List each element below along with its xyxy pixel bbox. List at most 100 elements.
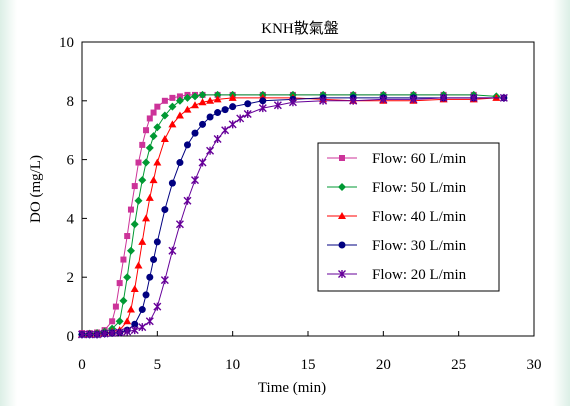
data-point (160, 276, 169, 285)
data-point (183, 196, 192, 205)
legend-label: Flow: 50 L/min (372, 180, 467, 196)
data-point (191, 129, 199, 137)
data-point (236, 114, 245, 123)
x-tick-label: 5 (154, 357, 162, 373)
data-point (142, 291, 150, 299)
data-point (198, 158, 207, 167)
data-point (100, 329, 109, 338)
data-point (150, 109, 157, 116)
data-point (149, 132, 158, 141)
data-point (409, 95, 418, 104)
data-point (115, 328, 124, 337)
series-layer (78, 90, 508, 339)
data-point (145, 317, 154, 326)
data-point (191, 92, 199, 101)
y-tick-label: 4 (67, 211, 75, 227)
data-point (112, 303, 119, 310)
data-point (243, 110, 252, 119)
x-axis-label: Time (min) (258, 380, 326, 396)
data-point (131, 183, 138, 190)
x-tick-label: 30 (527, 357, 542, 373)
data-point (126, 305, 135, 313)
legend-marker (338, 183, 346, 191)
data-point (259, 97, 267, 105)
data-point (134, 196, 143, 205)
data-point (153, 123, 162, 132)
data-point (109, 318, 116, 325)
x-tick-label: 25 (451, 357, 466, 373)
y-tick-label: 10 (59, 35, 74, 51)
data-point (198, 98, 207, 106)
legend-marker (338, 212, 346, 219)
data-point (198, 90, 207, 99)
data-point (228, 93, 237, 101)
data-point (142, 158, 151, 167)
data-point (469, 93, 478, 102)
legend-marker (338, 241, 346, 249)
legend-marker (339, 155, 345, 161)
data-point (120, 256, 127, 263)
data-point (183, 141, 191, 149)
data-point (169, 94, 176, 101)
legend-label: Flow: 20 L/min (372, 267, 467, 283)
data-point (439, 93, 448, 102)
data-point (206, 146, 215, 155)
data-point (214, 109, 222, 117)
data-point (168, 179, 176, 187)
data-point (130, 326, 139, 335)
data-point (168, 102, 177, 111)
data-point (168, 246, 177, 255)
data-point (221, 106, 229, 114)
data-point (150, 256, 158, 264)
data-point (149, 176, 158, 184)
data-point (145, 143, 154, 152)
data-point (183, 93, 192, 102)
data-point (213, 95, 222, 103)
data-point (161, 97, 168, 104)
data-point (145, 193, 154, 201)
data-point (119, 296, 128, 305)
data-point (199, 120, 207, 128)
data-point (213, 90, 222, 99)
data-point (139, 141, 146, 148)
y-tick-label: 0 (67, 329, 75, 345)
data-point (258, 104, 267, 113)
data-point (154, 103, 161, 110)
data-point (221, 126, 230, 135)
data-point (206, 113, 214, 121)
data-point (168, 120, 177, 128)
data-point (135, 159, 142, 166)
y-tick-label: 6 (67, 153, 75, 169)
legend-label: Flow: 60 L/min (372, 151, 467, 167)
data-point (138, 323, 147, 332)
data-point (213, 135, 222, 144)
y-axis-ticks: 0 2 4 6 8 10 (59, 35, 87, 345)
data-point (130, 284, 139, 292)
data-point (146, 273, 154, 281)
legend-box (317, 142, 500, 292)
data-point (153, 238, 161, 246)
data-point (78, 330, 86, 339)
data-point (138, 237, 147, 245)
data-point (93, 330, 102, 339)
data-point (175, 96, 184, 105)
data-point (176, 93, 183, 100)
data-point (146, 115, 153, 122)
y-tick-label: 8 (67, 94, 75, 110)
data-point (131, 320, 139, 328)
legend-marker (338, 270, 346, 278)
legend-label: Flow: 40 L/min (372, 209, 467, 225)
data-point (379, 95, 388, 104)
data-point (134, 261, 143, 269)
data-point (130, 220, 139, 229)
data-point (138, 176, 147, 185)
x-tick-label: 10 (225, 357, 240, 373)
y-tick-label: 2 (67, 270, 75, 286)
data-point (127, 206, 134, 213)
data-point (85, 330, 94, 339)
data-point (191, 176, 199, 185)
data-point (108, 329, 117, 338)
data-point (175, 111, 184, 119)
